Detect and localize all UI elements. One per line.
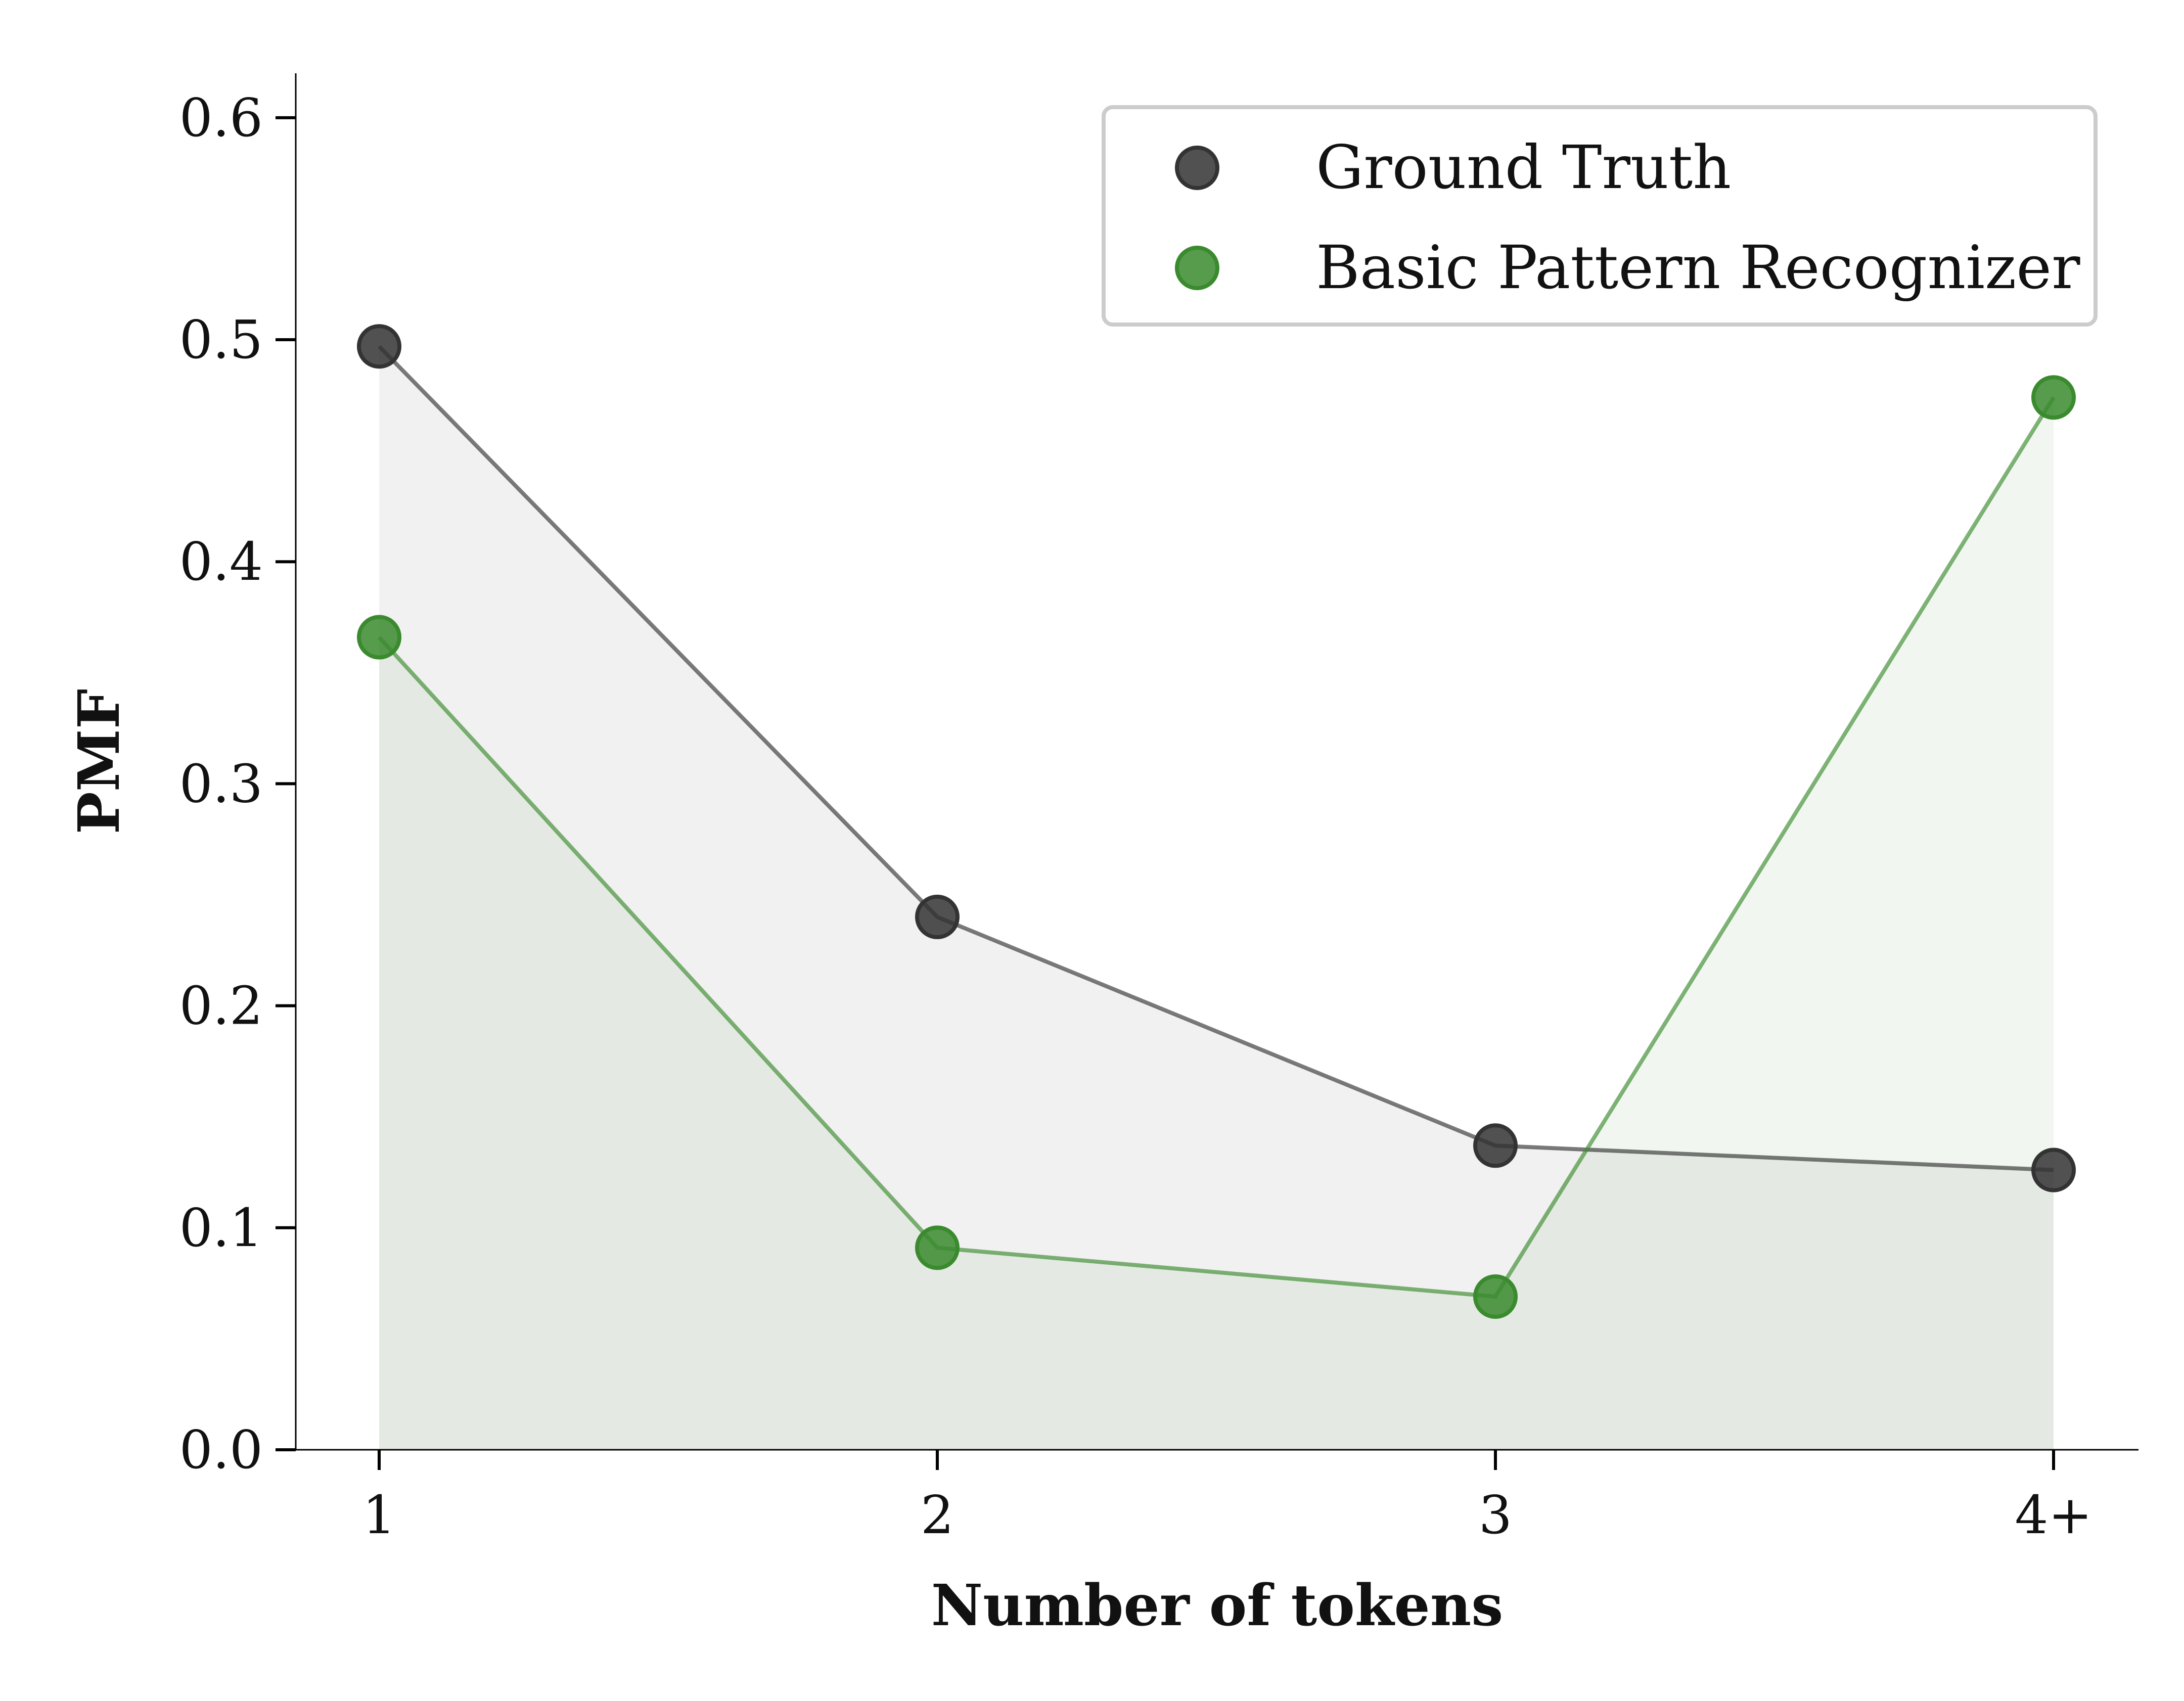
y-tick-label: 0.0 [179, 1419, 263, 1481]
x-tick-label: 3 [1479, 1484, 1512, 1546]
x-tick-label: 4+ [2015, 1484, 2092, 1546]
legend: Ground Truth Basic Pattern Recognizer [1102, 105, 2098, 327]
legend-marker [1175, 146, 1219, 190]
legend-label: Basic Pattern Recognizer [1316, 233, 2080, 302]
data-point [1473, 1274, 1518, 1319]
data-point [1473, 1123, 1518, 1168]
data-point [357, 615, 401, 660]
y-tick-label: 0.3 [179, 753, 263, 814]
x-tick-label: 2 [921, 1484, 954, 1546]
series-area-1 [379, 397, 2054, 1450]
series-line-0 [378, 345, 2054, 1172]
x-tick-label: 1 [362, 1484, 396, 1546]
legend-box [1102, 105, 2098, 327]
y-axis-title: PMF [66, 689, 132, 835]
y-tick-label: 0.2 [179, 975, 263, 1037]
x-axis-title: Number of tokens [931, 1573, 1504, 1639]
tick-labels: 0.0 0.1 0.2 0.3 0.4 0.5 0.6 1 2 3 4+ [179, 87, 2092, 1546]
y-tick-label: 0.4 [179, 531, 263, 592]
legend-label: Ground Truth [1316, 132, 1731, 202]
axes [276, 73, 2138, 1470]
area-fills [379, 346, 2054, 1450]
y-tick-label: 0.1 [179, 1197, 263, 1259]
data-point [2031, 1147, 2076, 1192]
data-point [2031, 375, 2076, 420]
series-area-0 [379, 346, 2054, 1450]
series-lines [378, 345, 2056, 1299]
series-points [357, 324, 2076, 1319]
y-tick-label: 0.5 [179, 309, 263, 371]
legend-marker [1175, 246, 1219, 290]
y-tick-label: 0.6 [179, 87, 263, 149]
data-point [915, 894, 960, 939]
series-line-1 [378, 396, 2056, 1299]
data-point [357, 324, 401, 369]
data-point [915, 1225, 960, 1270]
